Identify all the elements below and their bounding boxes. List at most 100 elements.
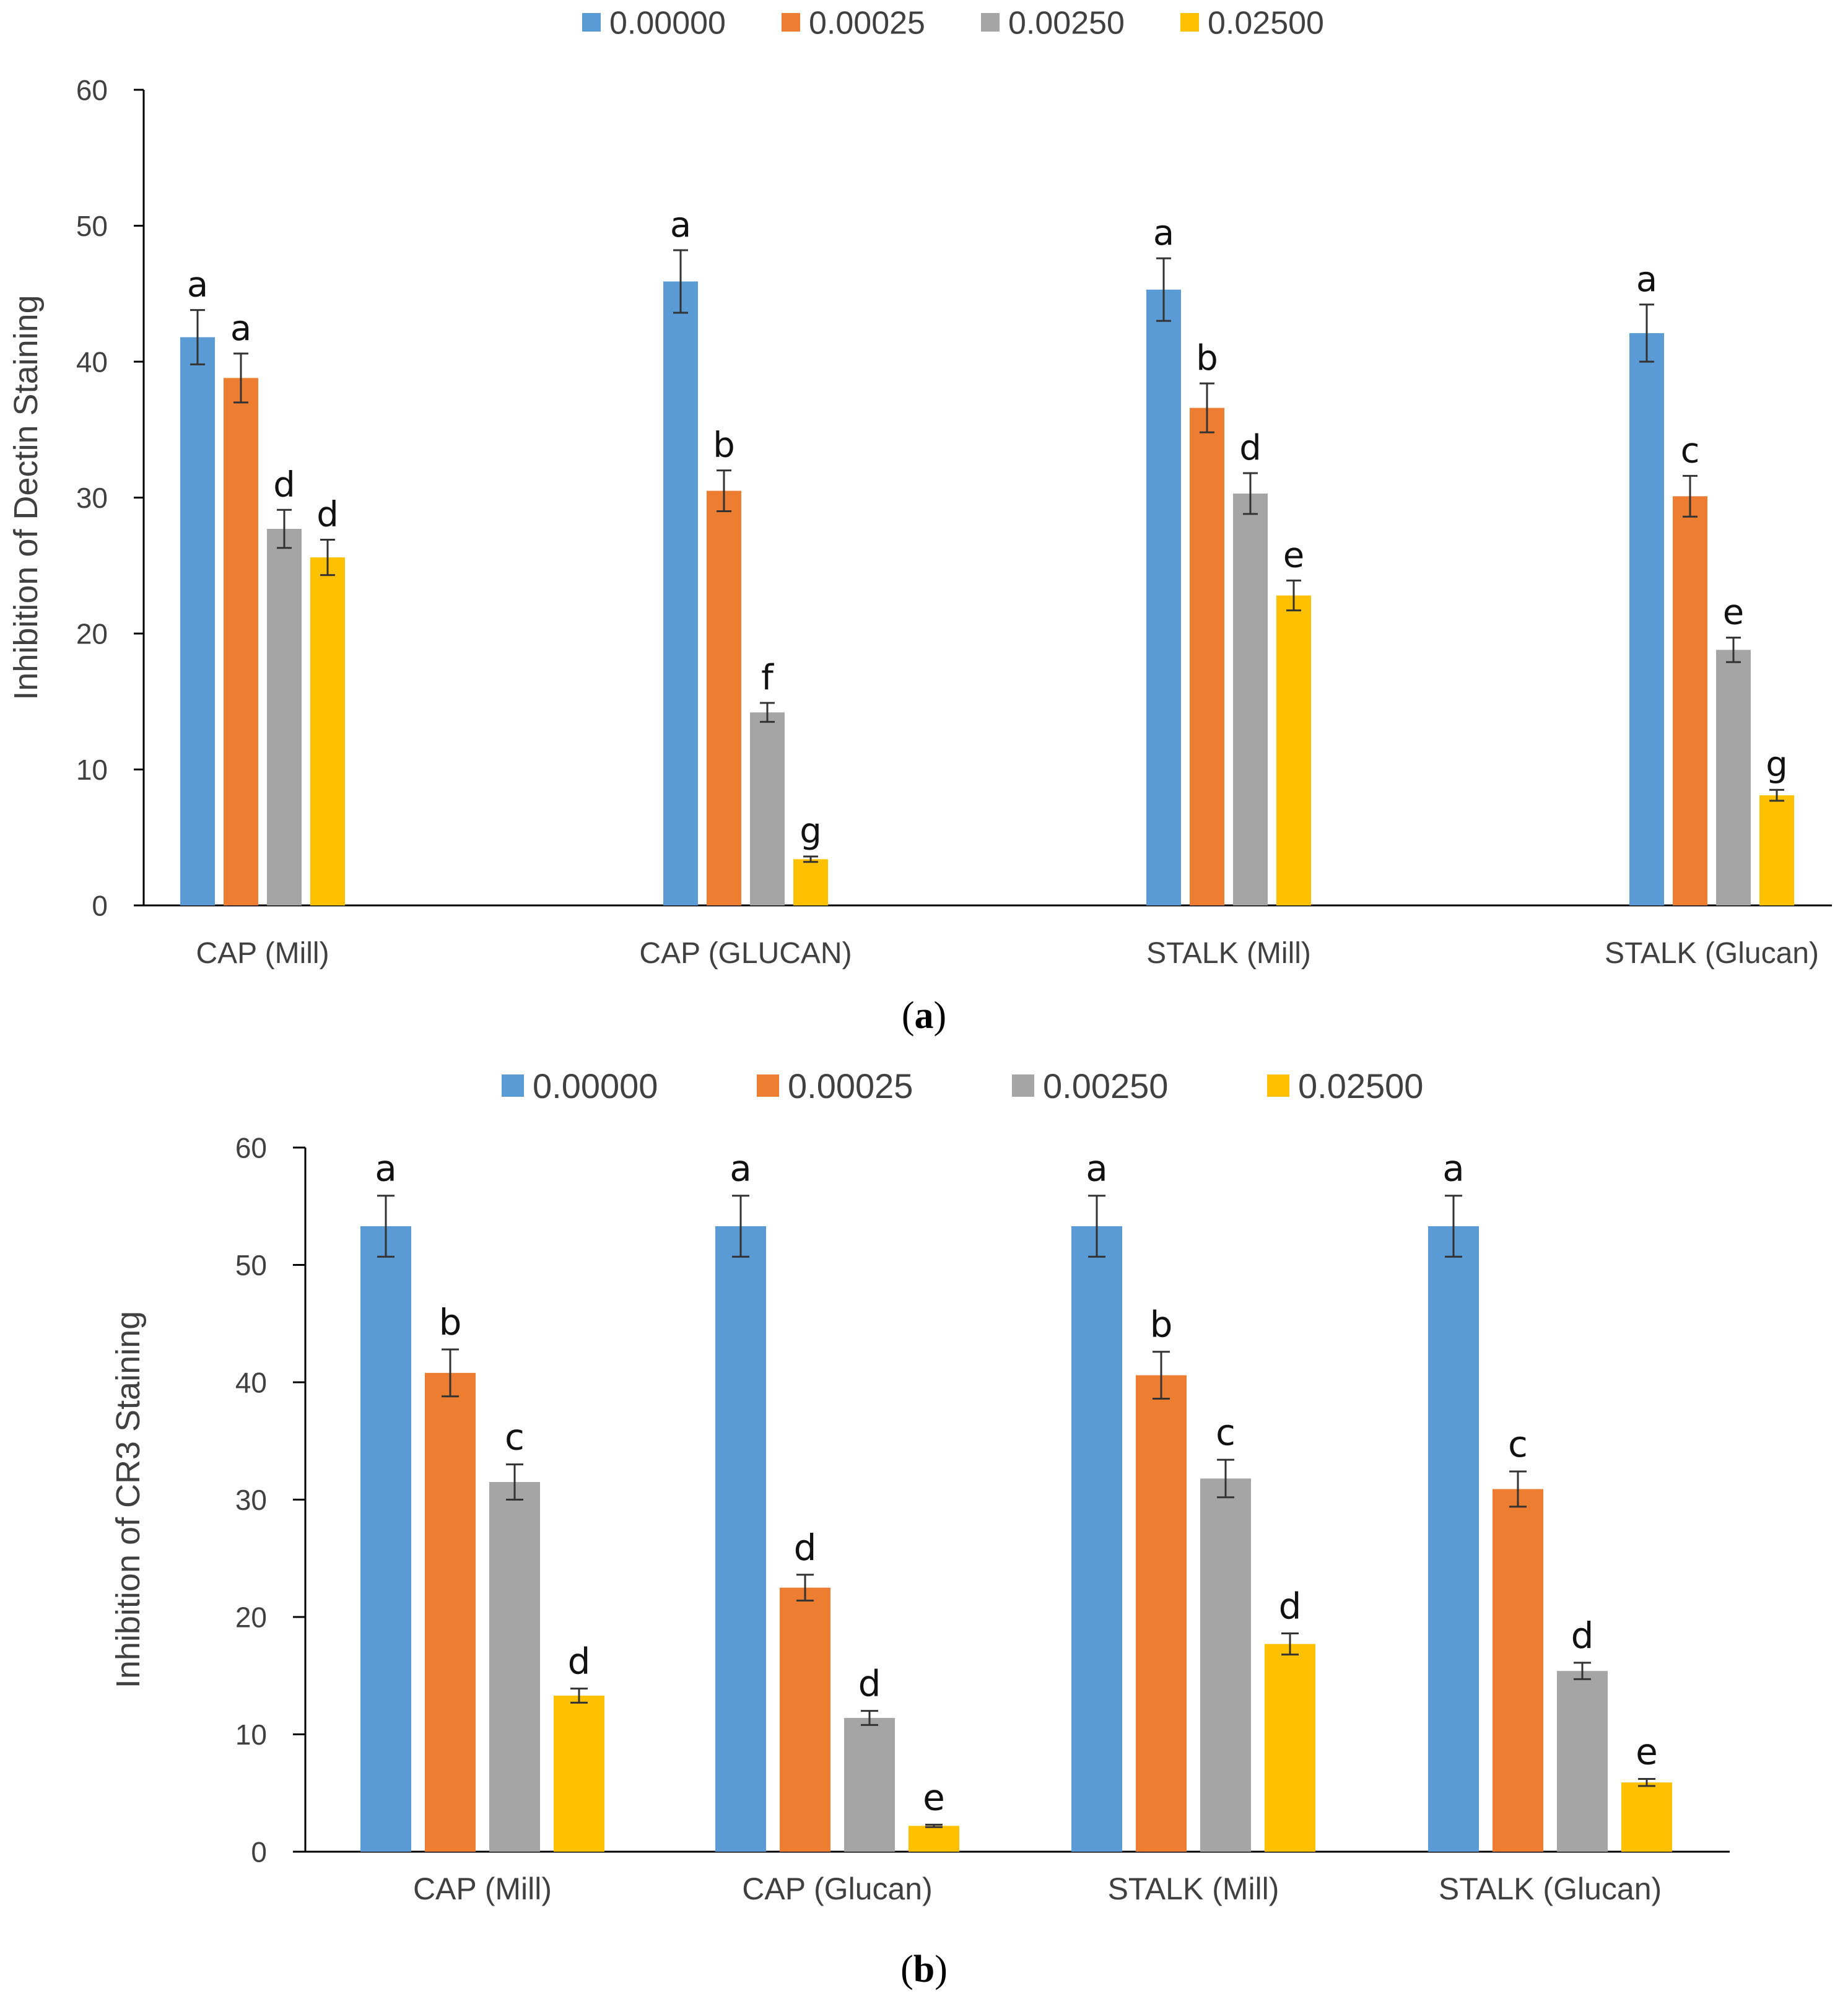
significance-letter: a [1086, 1148, 1108, 1190]
legend-label: 0.02500 [1208, 6, 1324, 41]
bar [554, 1695, 604, 1852]
significance-letter: d [1279, 1585, 1302, 1628]
y-tick-label: 60 [235, 1132, 267, 1164]
bar [1621, 1782, 1672, 1852]
significance-letter: b [713, 425, 735, 466]
bar [1557, 1671, 1608, 1852]
significance-letter: c [1216, 1411, 1236, 1453]
bar [1265, 1644, 1315, 1852]
y-tick-label: 40 [76, 346, 108, 378]
bar [1716, 650, 1751, 905]
significance-letter: a [1153, 213, 1174, 253]
legend-label: 0.00250 [1008, 6, 1125, 41]
panel-a-chart: 0.00000 0.00025 0.00250 0.02500 0 10 20 30 40 50 6… [7, 6, 1832, 1037]
bar [489, 1482, 540, 1852]
bar [750, 712, 785, 905]
bar [1276, 595, 1311, 905]
bar [1136, 1375, 1187, 1852]
x-category-label: CAP (Mill) [413, 1872, 552, 1906]
y-tick-label: 20 [235, 1602, 267, 1634]
significance-letter: d [568, 1641, 591, 1683]
y-axis-title: Inhibition of Dectin Staining [7, 295, 45, 700]
legend-label: 0.00025 [788, 1066, 913, 1105]
significance-letter: b [1196, 338, 1218, 378]
bar [793, 859, 828, 905]
legend-swatch [502, 1074, 524, 1097]
x-category-label: CAP (GLUCAN) [639, 937, 852, 970]
bar [1071, 1226, 1122, 1852]
panel-label: (b) [900, 1948, 948, 1990]
x-category-label: STALK (Mill) [1108, 1872, 1279, 1906]
significance-letter: g [1766, 744, 1788, 785]
significance-letter: d [794, 1527, 817, 1569]
x-category-label: CAP (Glucan) [742, 1872, 933, 1906]
significance-letter: e [1636, 1731, 1658, 1773]
bar [844, 1717, 895, 1852]
legend-swatch [782, 13, 800, 32]
bar [780, 1587, 830, 1852]
y-tick-label: 40 [235, 1367, 267, 1399]
significance-letter: e [1723, 593, 1744, 633]
legend: 0.00000 0.00025 0.00250 0.02500 [582, 6, 1324, 41]
x-category-label: CAP (Mill) [196, 937, 329, 970]
significance-letter: a [187, 265, 208, 305]
y-tick-label: 20 [76, 618, 108, 650]
y-axis-title: Inhibition of CR3 Staining [110, 1311, 147, 1688]
bar [310, 557, 345, 905]
x-category-label: STALK (Glucan) [1439, 1872, 1662, 1906]
significance-letter: c [1508, 1423, 1528, 1465]
bar [1759, 795, 1794, 905]
significance-letter: c [505, 1416, 525, 1458]
significance-letter: g [800, 811, 822, 852]
bar [1629, 333, 1664, 905]
significance-letter: c [1681, 430, 1700, 471]
y-tick-label: 10 [76, 754, 108, 786]
significance-letter: d [1239, 428, 1262, 468]
y-tick-label: 0 [251, 1836, 267, 1868]
legend-swatch [1012, 1074, 1034, 1097]
significance-letter: d [858, 1663, 881, 1705]
legend-label: 0.00250 [1043, 1066, 1168, 1105]
significance-letter: a [230, 308, 251, 349]
y-tick-label: 30 [76, 482, 108, 514]
panel-label: (a) [902, 995, 946, 1037]
bar [1428, 1226, 1479, 1852]
bar [267, 528, 302, 905]
legend-swatch [582, 13, 601, 32]
bar [1673, 496, 1707, 905]
legend-swatch [981, 13, 1000, 32]
bar [180, 337, 215, 905]
legend-label: 0.00000 [609, 6, 726, 41]
legend-swatch [1267, 1074, 1289, 1097]
significance-letter: a [375, 1148, 397, 1190]
legend-swatch [757, 1074, 779, 1097]
y-tick-label: 50 [76, 210, 108, 242]
y-tick-label: 0 [92, 890, 108, 922]
significance-letter: e [1283, 535, 1304, 575]
significance-letter: b [439, 1301, 462, 1343]
legend: 0.00000 0.00025 0.00250 0.02500 [502, 1066, 1423, 1105]
legend-label: 0.00000 [533, 1066, 658, 1105]
bar [715, 1226, 766, 1852]
y-tick-label: 50 [235, 1249, 267, 1281]
bar [224, 378, 258, 905]
significance-letter: d [316, 495, 339, 535]
significance-letter: a [670, 205, 691, 245]
significance-letter: f [761, 658, 774, 698]
bar [1200, 1478, 1251, 1852]
y-tick-label: 30 [235, 1484, 267, 1516]
significance-letter: a [730, 1148, 752, 1190]
legend-swatch [1180, 13, 1199, 32]
significance-letter: e [923, 1776, 945, 1818]
bar [425, 1372, 476, 1852]
significance-letter: d [273, 464, 295, 505]
significance-letter: a [1442, 1148, 1465, 1190]
bar [909, 1826, 959, 1852]
x-category-label: STALK (Mill) [1146, 937, 1311, 970]
bar [663, 281, 698, 905]
significance-letter: b [1150, 1304, 1173, 1346]
bar [360, 1226, 411, 1852]
bar [1493, 1489, 1543, 1852]
bar [707, 490, 741, 905]
